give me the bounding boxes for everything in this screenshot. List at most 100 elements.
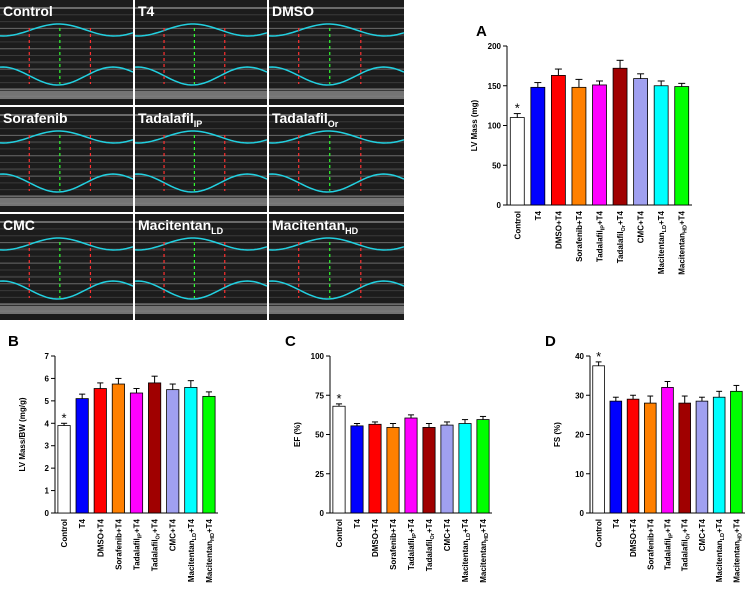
x-tick-label: CMC+T4 <box>443 518 452 551</box>
echo-label-text: Tadalafil <box>138 110 194 126</box>
x-tick-label-sub: Or <box>430 532 436 539</box>
x-tick-label: Control <box>335 519 344 547</box>
echo-label: TadalafilIP <box>138 110 202 129</box>
x-tick-label: MacitentanLD+T4 <box>657 210 668 274</box>
bar <box>440 424 454 514</box>
x-tick-label: TadalafilOr+T4 <box>425 518 436 571</box>
bar <box>571 86 587 206</box>
wall-trace <box>268 173 405 193</box>
x-tick-label-sub: Or <box>621 224 627 231</box>
x-tick-label-tail: +T4 <box>461 518 470 533</box>
x-tick-label-text: Tadalafil <box>596 230 605 262</box>
bar <box>148 382 162 514</box>
bar <box>368 423 382 514</box>
bar <box>609 400 623 514</box>
x-tick-label-text: T4 <box>534 210 543 220</box>
wall-trace <box>0 237 134 251</box>
y-tick-label: 40 <box>575 352 584 361</box>
x-tick-label-tail: +T4 <box>664 518 673 533</box>
x-tick-label-text: Macitentan <box>205 541 214 583</box>
bar <box>93 388 107 514</box>
x-tick-label-sub: IP <box>669 533 675 539</box>
bar <box>404 417 418 514</box>
echo-label-text: Sorafenib <box>3 110 68 126</box>
echo-image <box>269 0 404 105</box>
bar <box>633 78 648 206</box>
bar <box>332 405 346 514</box>
bar <box>129 392 144 514</box>
x-tick-label-tail: +T4 <box>657 210 666 225</box>
panel-letter: A <box>476 23 487 40</box>
bar <box>678 402 691 514</box>
y-tick-label: 0 <box>580 509 585 518</box>
x-tick-label-tail: +T4 <box>151 518 160 533</box>
y-tick-label: 3 <box>45 442 50 451</box>
wall-trace <box>134 23 268 37</box>
bar <box>111 383 125 514</box>
x-tick-label-sub: IP <box>412 533 418 539</box>
wall-trace <box>134 237 268 251</box>
echo-bright-band <box>0 91 133 99</box>
echo-image <box>0 214 133 320</box>
echo-image <box>0 0 133 105</box>
x-tick-label-tail: +T4 <box>715 518 724 533</box>
bar <box>661 386 674 514</box>
y-axis-label: FS (%) <box>553 422 562 447</box>
y-tick-label: 7 <box>45 352 50 361</box>
bar <box>57 425 71 514</box>
x-tick-label-text: Macitentan <box>479 541 488 583</box>
echo-image <box>0 107 133 212</box>
x-tick-label: TadalafilOr+T4 <box>151 518 162 571</box>
bar <box>626 398 640 514</box>
x-tick-label: T4 <box>353 518 362 528</box>
x-tick-label: CMC+T4 <box>637 210 646 243</box>
significance-marker: * <box>336 391 341 406</box>
x-tick-label: DMSO+T4 <box>96 518 105 557</box>
echo-bright-band <box>269 91 404 99</box>
bar <box>644 402 657 514</box>
x-tick-label: Control <box>595 519 604 547</box>
y-tick-label: 30 <box>575 391 584 400</box>
x-tick-label-text: DMSO+T4 <box>629 518 638 557</box>
y-axis-label: LV Mass/BW (mg/g) <box>18 397 27 471</box>
bar <box>612 67 628 206</box>
x-tick-label-sub: HD <box>210 533 216 541</box>
x-tick-label: Sorafenib+T4 <box>114 518 123 569</box>
y-tick-label: 100 <box>488 122 502 131</box>
echo-label-text: DMSO <box>272 3 314 19</box>
wall-trace <box>0 23 134 37</box>
y-tick-label: 200 <box>488 42 502 51</box>
bar <box>730 390 743 514</box>
x-tick-label: Sorafenib+T4 <box>646 518 655 569</box>
wall-trace <box>268 237 405 251</box>
bar <box>592 84 607 206</box>
panel-letter: C <box>285 333 296 350</box>
wall-trace <box>134 280 268 300</box>
echo-label-text: Macitentan <box>138 217 211 233</box>
x-tick-label-text: CMC+T4 <box>169 518 178 551</box>
y-tick-label: 1 <box>45 487 50 496</box>
x-tick-label-tail: +T4 <box>407 518 416 533</box>
y-tick-label: 150 <box>488 82 502 91</box>
y-tick-label: 50 <box>315 431 324 440</box>
x-tick-label-text: Tadalafil <box>425 539 434 571</box>
y-tick-label: 50 <box>492 161 501 170</box>
x-tick-label: TadalafilIP+T4 <box>407 518 418 570</box>
x-tick-label-tail: +T4 <box>732 518 741 533</box>
echo-label: Sorafenib <box>3 110 68 126</box>
x-tick-label: CMC+T4 <box>169 518 178 551</box>
x-tick-label: MacitentanLD+T4 <box>715 518 726 582</box>
x-tick-label-tail: +T4 <box>187 518 196 533</box>
y-axis-label: LV Mass (mg) <box>470 99 479 151</box>
echo-image <box>135 107 267 212</box>
significance-marker: * <box>62 410 67 425</box>
y-tick-label: 4 <box>45 419 50 428</box>
x-tick-label: TadalafilOr+T4 <box>681 518 692 571</box>
echo-label-sub: HD <box>345 226 358 236</box>
echo-bright-band <box>269 306 404 314</box>
x-tick-label-text: Macitentan <box>732 541 741 583</box>
panel-letter: B <box>8 333 19 350</box>
y-tick-label: 5 <box>45 397 50 406</box>
x-tick-label-tail: +T4 <box>205 518 214 533</box>
x-tick-label-text: Tadalafil <box>407 538 416 570</box>
